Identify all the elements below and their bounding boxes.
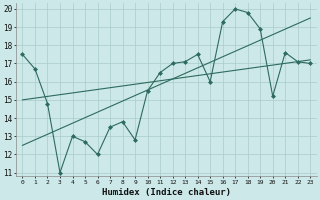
- X-axis label: Humidex (Indice chaleur): Humidex (Indice chaleur): [102, 188, 231, 197]
